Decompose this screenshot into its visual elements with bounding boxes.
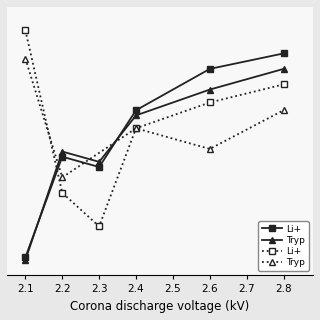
Legend: Li+, Tryp, Li+, Tryp: Li+, Tryp, Li+, Tryp [258,221,308,271]
X-axis label: Corona discharge voltage (kV): Corona discharge voltage (kV) [70,300,250,313]
